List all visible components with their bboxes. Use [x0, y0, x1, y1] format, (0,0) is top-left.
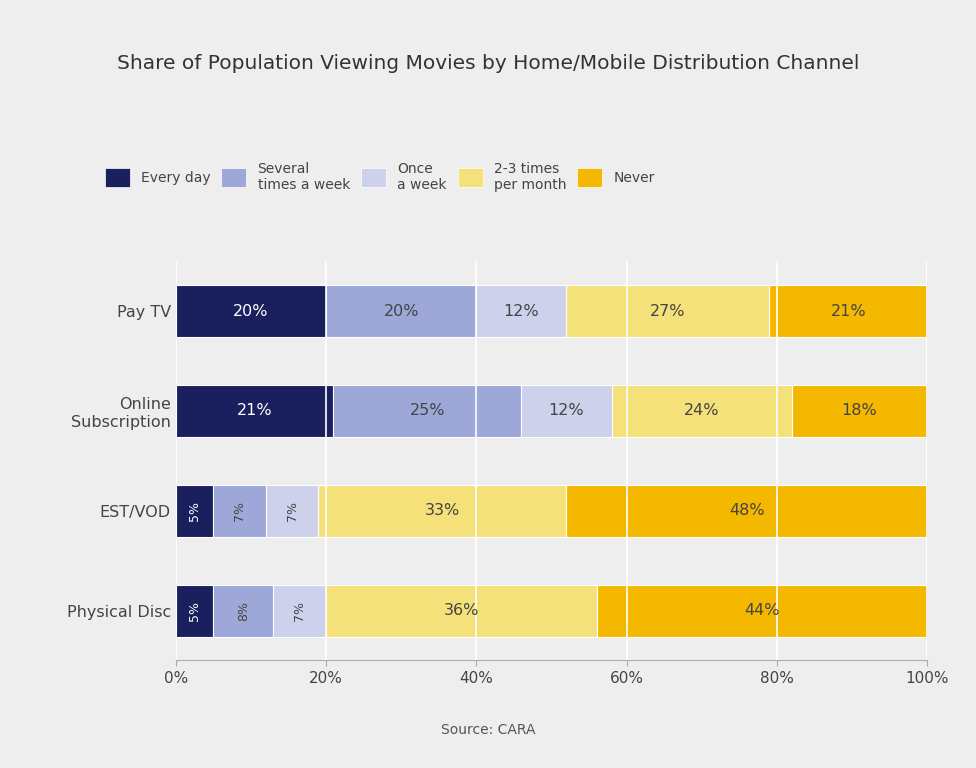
Bar: [273, 584, 326, 637]
Text: 7%: 7%: [233, 501, 246, 521]
Text: Share of Population Viewing Movies by Home/Mobile Distribution Channel: Share of Population Viewing Movies by Ho…: [117, 54, 859, 73]
Text: 12%: 12%: [549, 403, 585, 419]
Legend: Every day, Several
times a week, Once
a week, 2-3 times
per month, Never: Every day, Several times a week, Once a …: [104, 161, 655, 192]
Text: 27%: 27%: [650, 303, 686, 319]
Text: 44%: 44%: [744, 603, 780, 618]
Bar: [334, 385, 521, 437]
Text: 48%: 48%: [729, 503, 764, 518]
Bar: [326, 584, 596, 637]
Bar: [318, 485, 566, 537]
Text: 7%: 7%: [293, 601, 306, 621]
Text: 5%: 5%: [188, 601, 201, 621]
Text: 5%: 5%: [188, 501, 201, 521]
Text: 12%: 12%: [504, 303, 539, 319]
Text: 21%: 21%: [237, 403, 272, 419]
Text: 21%: 21%: [831, 303, 866, 319]
Text: 24%: 24%: [684, 403, 719, 419]
Text: 36%: 36%: [443, 603, 479, 618]
Text: 18%: 18%: [841, 403, 877, 419]
Text: 20%: 20%: [233, 303, 268, 319]
Text: Source: CARA: Source: CARA: [441, 723, 535, 737]
Text: 8%: 8%: [237, 601, 250, 621]
Bar: [265, 485, 318, 537]
Text: 7%: 7%: [286, 501, 299, 521]
Bar: [476, 285, 566, 337]
Bar: [213, 485, 265, 537]
Bar: [176, 285, 326, 337]
Bar: [326, 285, 476, 337]
Bar: [612, 385, 792, 437]
Bar: [566, 485, 927, 537]
Bar: [176, 485, 213, 537]
Bar: [596, 584, 927, 637]
Bar: [176, 385, 334, 437]
Bar: [792, 385, 927, 437]
Text: 20%: 20%: [384, 303, 419, 319]
Text: 25%: 25%: [410, 403, 445, 419]
Bar: [213, 584, 273, 637]
Text: 33%: 33%: [425, 503, 460, 518]
Bar: [521, 385, 612, 437]
Bar: [176, 584, 213, 637]
Bar: [769, 285, 927, 337]
Bar: [566, 285, 769, 337]
